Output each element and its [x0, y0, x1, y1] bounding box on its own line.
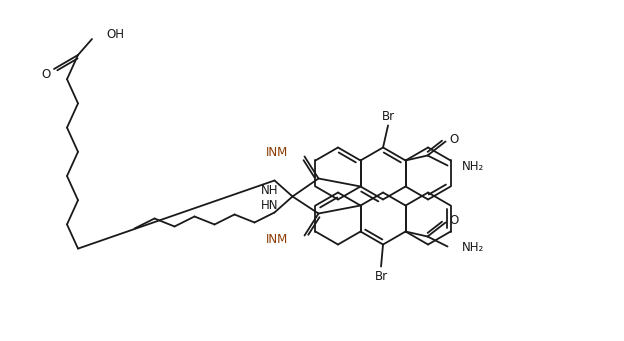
Text: O: O: [449, 133, 458, 146]
Text: NH₂: NH₂: [462, 241, 484, 254]
Text: INM: INM: [266, 146, 288, 159]
Text: O: O: [41, 68, 51, 80]
Text: NH: NH: [261, 184, 278, 197]
Text: Br: Br: [381, 110, 394, 123]
Text: OH: OH: [106, 29, 124, 42]
Text: Br: Br: [374, 270, 388, 283]
Text: NH₂: NH₂: [462, 160, 484, 173]
Text: HN: HN: [261, 199, 278, 212]
Text: INM: INM: [266, 233, 288, 246]
Text: O: O: [449, 214, 458, 227]
